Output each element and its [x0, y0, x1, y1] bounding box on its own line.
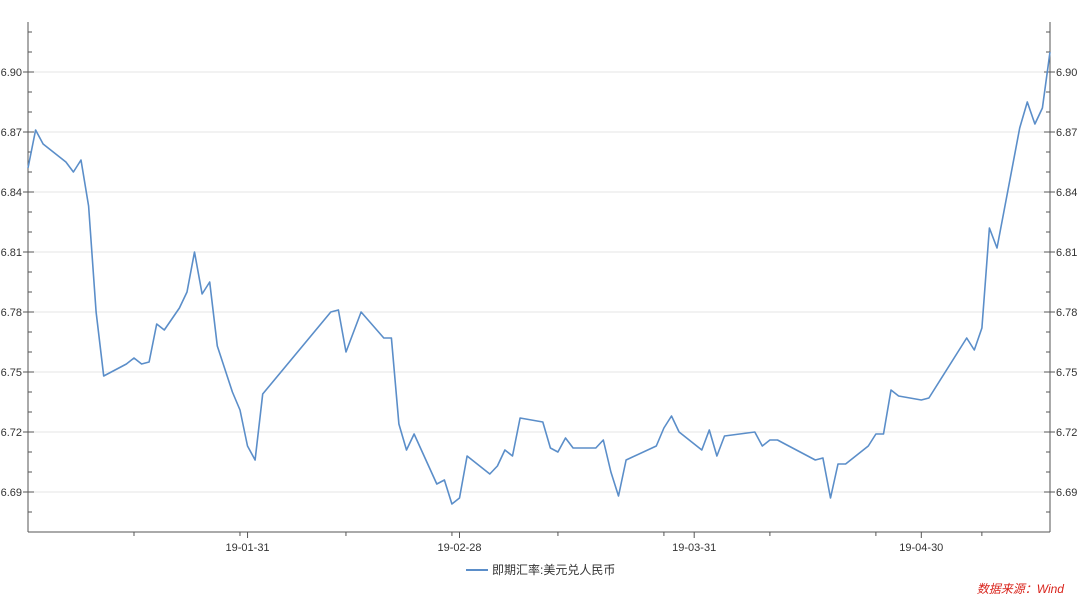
y-tick-group: 6.69 6.69 6.72 6.72 6.75 6.75 6.78 6.78 6.81 6.81…: [1, 31, 1077, 533]
y-tick-label-right: 6.87: [1056, 127, 1077, 139]
x-tick-label: 19-01-31: [226, 542, 270, 554]
legend-swatch: [466, 568, 488, 571]
gridlines: [28, 71, 1050, 493]
y-tick-label-left: 6.84: [1, 187, 22, 199]
y-tick-label-left: 6.87: [1, 127, 22, 139]
legend-label: 即期汇率:美元兑人民币: [492, 563, 616, 577]
series-line: [27, 51, 1051, 505]
x-tick-group: 19-01-31 19-02-28 19-03-31 19-04-30: [133, 532, 983, 554]
y-tick-label-right: 6.78: [1056, 307, 1077, 319]
data-source-note: 数据来源：Wind: [976, 582, 1064, 596]
x-tick-label: 19-03-31: [672, 542, 716, 554]
y-tick-label-right: 6.75: [1056, 367, 1077, 379]
y-tick-label-left: 6.72: [1, 427, 22, 439]
x-tick-label: 19-02-28: [437, 542, 481, 554]
y-tick-label-left: 6.90: [1, 67, 22, 79]
x-tick-label: 19-04-30: [899, 542, 943, 554]
y-tick-label-right: 6.84: [1056, 187, 1077, 199]
y-tick-label-left: 6.78: [1, 307, 22, 319]
y-tick-label-left: 6.81: [1, 247, 22, 259]
y-tick-label-left: 6.69: [1, 487, 22, 499]
legend: 即期汇率:美元兑人民币: [466, 561, 615, 578]
y-tick-label-right: 6.90: [1056, 67, 1077, 79]
y-tick-label-right: 6.72: [1056, 427, 1077, 439]
y-tick-label-right: 6.69: [1056, 487, 1077, 499]
axes: [27, 22, 1051, 533]
y-tick-label-left: 6.75: [1, 367, 22, 379]
line-chart: 6.69 6.69 6.72 6.72 6.75 6.75 6.78 6.78 6.81 6.81…: [1, 22, 1077, 554]
y-tick-label-right: 6.81: [1056, 247, 1077, 259]
